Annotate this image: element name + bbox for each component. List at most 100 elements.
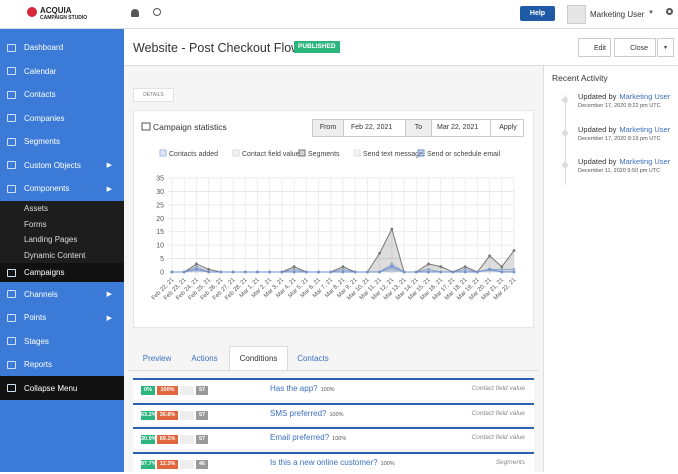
activity-line: Updated by Marketing User bbox=[578, 92, 670, 101]
caret[interactable]: ▼ bbox=[648, 10, 654, 16]
activity-text: Updated by bbox=[578, 124, 617, 134]
details-tab[interactable]: DETAILS bbox=[133, 88, 174, 102]
chart-panel bbox=[133, 110, 534, 328]
nav-item[interactable]: Reports bbox=[0, 353, 124, 377]
activity-user[interactable]: Marketing User bbox=[619, 157, 671, 166]
activity-user[interactable]: Marketing User bbox=[619, 92, 671, 101]
point bbox=[390, 227, 394, 231]
y-tick-label: 20 bbox=[156, 216, 164, 223]
nav-item[interactable]: Companies bbox=[0, 107, 124, 131]
point bbox=[475, 270, 479, 274]
nav-item[interactable]: Points ▶ bbox=[0, 306, 124, 330]
point bbox=[182, 270, 186, 274]
nav-item[interactable]: Stages bbox=[0, 329, 124, 353]
edit-button[interactable]: Edit bbox=[578, 38, 611, 57]
count: 57 bbox=[196, 435, 208, 444]
nav-icon bbox=[7, 184, 16, 193]
apply-button[interactable]: Apply bbox=[490, 120, 525, 136]
no-percent: 100% bbox=[157, 386, 178, 395]
condition-link[interactable]: Is this a new online customer? bbox=[270, 457, 378, 467]
condition-name: Email preferred? 100% bbox=[270, 433, 346, 442]
activity-line: Updated by Marketing User bbox=[578, 125, 670, 134]
nav-item[interactable]: Collapse Menu bbox=[0, 376, 124, 401]
condition-link[interactable]: Email preferred? bbox=[270, 433, 330, 442]
legend-swatch bbox=[298, 149, 306, 157]
logo: ACQUIA bbox=[40, 6, 72, 15]
nav-item[interactable]: Dashboard bbox=[0, 36, 124, 60]
condition-name: SMS preferred? 100% bbox=[270, 409, 344, 418]
point bbox=[292, 265, 296, 269]
page-title: Website - Post Checkout Flow bbox=[133, 41, 301, 55]
status-badge: PUBLISHED bbox=[294, 41, 340, 53]
legend-swatch bbox=[353, 149, 361, 157]
point bbox=[195, 262, 198, 266]
nav-item[interactable]: Campaigns bbox=[0, 263, 124, 283]
nav-item[interactable]: Channels ▶ bbox=[0, 282, 124, 306]
avatar[interactable] bbox=[567, 5, 586, 24]
tab[interactable]: Actions bbox=[191, 354, 218, 363]
nav-item[interactable]: Calendar bbox=[0, 60, 124, 84]
chart: Campaign statistics 0 5 10 15 20 25 30 35 Feb 22,… bbox=[141, 122, 518, 302]
to-date[interactable]: Mar 22, 2021 bbox=[437, 124, 479, 131]
no-percent: 36.8% bbox=[157, 410, 178, 420]
point bbox=[231, 270, 235, 274]
nav-item[interactable]: Assets bbox=[0, 200, 124, 217]
count: 57 bbox=[196, 410, 208, 420]
nav-label: Channels bbox=[24, 289, 58, 299]
condition-link[interactable]: Has the app? bbox=[270, 384, 318, 393]
point bbox=[195, 265, 198, 269]
settings-icon[interactable] bbox=[666, 8, 673, 15]
point bbox=[195, 270, 198, 274]
point bbox=[512, 270, 516, 274]
logo-sub: CAMPAIGN STUDIO bbox=[40, 15, 88, 21]
point bbox=[366, 270, 369, 274]
activity-date: December 17, 2020 8:19 pm UTC bbox=[578, 135, 661, 142]
nav-icon bbox=[7, 43, 16, 52]
point bbox=[488, 267, 491, 271]
user-menu[interactable]: Marketing User bbox=[590, 10, 645, 19]
y-tick-label: 25 bbox=[156, 202, 164, 209]
nav-item[interactable]: Contacts bbox=[0, 83, 124, 107]
spacer-pill bbox=[180, 410, 194, 420]
condition-pct: 100% bbox=[380, 460, 395, 467]
timeline bbox=[565, 95, 566, 185]
nav-item[interactable]: Forms bbox=[0, 216, 124, 232]
nav-item[interactable]: Components ▶ bbox=[0, 177, 124, 201]
tab[interactable]: Contacts bbox=[297, 354, 329, 363]
close-button[interactable]: Close bbox=[614, 38, 656, 57]
point bbox=[378, 251, 382, 255]
count: 57 bbox=[196, 386, 208, 395]
nav-label: Companies bbox=[24, 113, 65, 123]
yes-percent: 87.7% bbox=[141, 459, 157, 469]
condition-link[interactable]: SMS preferred? bbox=[270, 408, 327, 418]
point bbox=[353, 270, 357, 274]
legend-label: Send text message bbox=[363, 151, 423, 158]
point bbox=[256, 270, 259, 274]
search-icon[interactable] bbox=[153, 8, 161, 16]
legend-label: Contacts added bbox=[169, 151, 218, 158]
y-tick-label: 0 bbox=[160, 270, 164, 277]
condition-type: Segments bbox=[495, 458, 525, 466]
help-button[interactable]: Help bbox=[520, 6, 555, 21]
nav-item[interactable]: Segments bbox=[0, 130, 124, 154]
more-button[interactable]: ▼ bbox=[657, 38, 674, 57]
condition-name: Has the app? 100% bbox=[270, 384, 335, 393]
logo-icon bbox=[27, 7, 37, 17]
activity-user[interactable]: Marketing User bbox=[619, 124, 671, 134]
point bbox=[512, 267, 516, 271]
nav-item[interactable]: Landing Pages bbox=[0, 231, 124, 248]
point bbox=[463, 267, 467, 271]
from-date[interactable]: Feb 22, 2021 bbox=[351, 124, 393, 131]
point bbox=[207, 267, 211, 271]
tab[interactable]: Preview bbox=[142, 354, 172, 363]
nav-arrow: ▶ bbox=[106, 162, 112, 170]
nav-item[interactable]: Custom Objects ▶ bbox=[0, 154, 124, 178]
nav-label: Campaigns bbox=[24, 268, 65, 278]
nav-arrow: ▶ bbox=[106, 291, 112, 299]
tab[interactable]: Conditions bbox=[229, 346, 288, 370]
nav-label: Landing Pages bbox=[24, 235, 78, 245]
bell-icon[interactable] bbox=[131, 9, 139, 17]
activity-title: Recent Activity bbox=[552, 73, 608, 83]
nav-item[interactable]: Dynamic Content bbox=[0, 247, 124, 264]
